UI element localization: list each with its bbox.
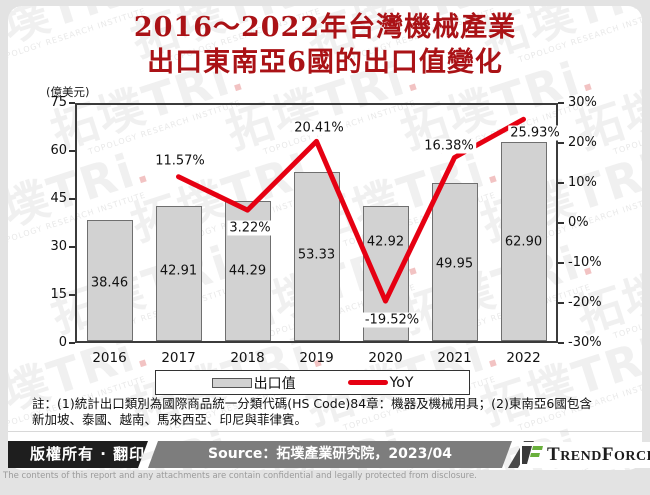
trendforce-logo: TRENDFORCE (520, 442, 650, 468)
legend-item-yoy: YoY (347, 374, 414, 391)
chart-title: 2016～2022年台灣機械產業 出口東南亞6國的出口值變化 (0, 10, 650, 80)
copyright-band: 版權所有 · 翻印必究 (8, 441, 148, 468)
yoy-point-label: 20.41% (292, 120, 346, 136)
chart-title-line2: 出口東南亞6國的出口值變化 (147, 47, 503, 78)
bar-value-label: 42.92 (366, 234, 405, 250)
left-axis-tick-label: 0 (58, 335, 67, 350)
x-axis-category-label: 2019 (299, 350, 334, 366)
yoy-point-label: 3.22% (227, 220, 273, 236)
left-axis-tick (69, 294, 75, 296)
source-band: Source：拓墣產業研究院，2023/04 (148, 441, 512, 468)
legend-line-label: YoY (389, 374, 414, 391)
right-axis-tick-label: 0% (568, 215, 589, 230)
left-axis-tick (69, 150, 75, 152)
disclaimer-text: The contents of this report and any atta… (3, 471, 477, 481)
left-axis-tick (69, 198, 75, 200)
right-axis-tick (558, 222, 564, 224)
right-axis-tick-label: 10% (568, 175, 597, 190)
footnote: 註：(1)統計出口類別為國際商品統一分類代碼(HS Code)84章：機器及機械… (32, 396, 592, 427)
legend-bar-label: 出口值 (253, 375, 296, 392)
brand-t: T (547, 444, 561, 465)
bar-value-label: 42.91 (159, 263, 198, 279)
left-axis-tick (69, 102, 75, 104)
left-axis-tick-label: 75 (50, 95, 67, 110)
left-axis-unit-label: (億美元) (46, 85, 90, 99)
right-axis-tick (558, 102, 564, 104)
x-axis-category-label: 2021 (437, 350, 472, 366)
left-axis-tick (69, 342, 75, 344)
right-axis-tick-label: -30% (568, 335, 602, 350)
left-axis-tick (69, 246, 75, 248)
footer-divider (8, 431, 642, 432)
bar-value-label: 53.33 (297, 247, 336, 263)
legend-item-export-value: 出口值 (211, 373, 296, 393)
x-axis-category-label: 2020 (368, 350, 403, 366)
left-axis-tick-label: 60 (50, 143, 67, 158)
trendforce-logo-icon (522, 446, 543, 464)
brand-f: F (601, 444, 614, 465)
right-axis-tick-label: 20% (568, 135, 597, 150)
bar-series-swatch (211, 377, 252, 388)
x-axis-category-label: 2018 (230, 350, 265, 366)
bar-value-label: 49.95 (435, 256, 474, 272)
x-axis-category-label: 2016 (92, 350, 127, 366)
right-axis-tick (558, 142, 564, 144)
line-series-swatch (347, 380, 388, 385)
right-axis-tick (558, 182, 564, 184)
x-axis-category-label: 2017 (161, 350, 196, 366)
left-axis-tick-label: 15 (50, 287, 67, 302)
yoy-point-label: 25.93% (508, 125, 562, 141)
bar-value-label: 62.90 (504, 234, 543, 250)
yoy-point-label: 16.38% (422, 138, 476, 154)
brand-rend: REND (560, 449, 602, 464)
right-axis-tick-label: -10% (568, 255, 602, 270)
bar-value-label: 44.29 (228, 263, 267, 279)
right-axis-tick (558, 342, 564, 344)
yoy-point-label: -19.52% (362, 312, 422, 328)
plot-border (75, 103, 558, 343)
bar-value-label: 38.46 (90, 275, 129, 291)
chart-legend: 出口值 YoY (155, 370, 470, 395)
report-page: 拓墣TRi TOPOLOGY RESEARCH INSTITUTE 拓墣TRi TOP… (0, 6, 650, 485)
yoy-point-label: 11.57% (153, 153, 207, 169)
brand-orce: ORCE (613, 449, 650, 464)
chart-title-line1: 2016～2022年台灣機械產業 (133, 12, 517, 43)
trendforce-logo-text: TRENDFORCE (547, 444, 650, 466)
left-axis-tick-label: 30 (50, 239, 67, 254)
right-axis-tick (558, 302, 564, 304)
right-axis-tick-label: -20% (568, 295, 602, 310)
left-axis-tick-label: 45 (50, 191, 67, 206)
right-axis-tick (558, 262, 564, 264)
x-axis-category-label: 2022 (506, 350, 541, 366)
right-axis-tick-label: 30% (568, 95, 597, 110)
export-value-bar (86, 219, 133, 341)
